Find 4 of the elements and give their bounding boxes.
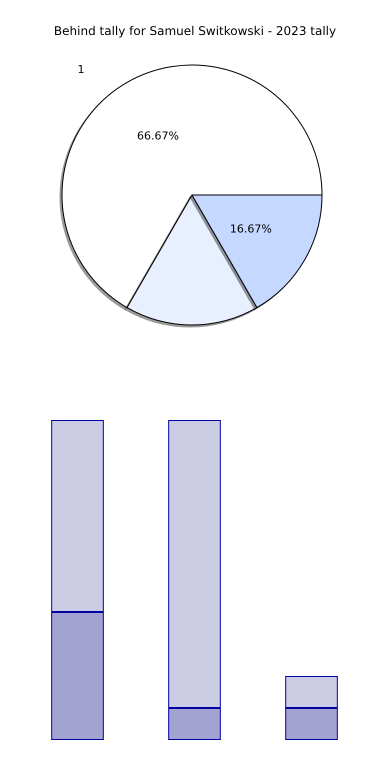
data-label: 66.67% [137, 130, 179, 143]
data-label: 16.67% [230, 222, 272, 236]
slice-label: 1 [77, 62, 84, 76]
chart-title: Behind tally for Samuel Switkowski - 2023 tally [54, 24, 336, 38]
